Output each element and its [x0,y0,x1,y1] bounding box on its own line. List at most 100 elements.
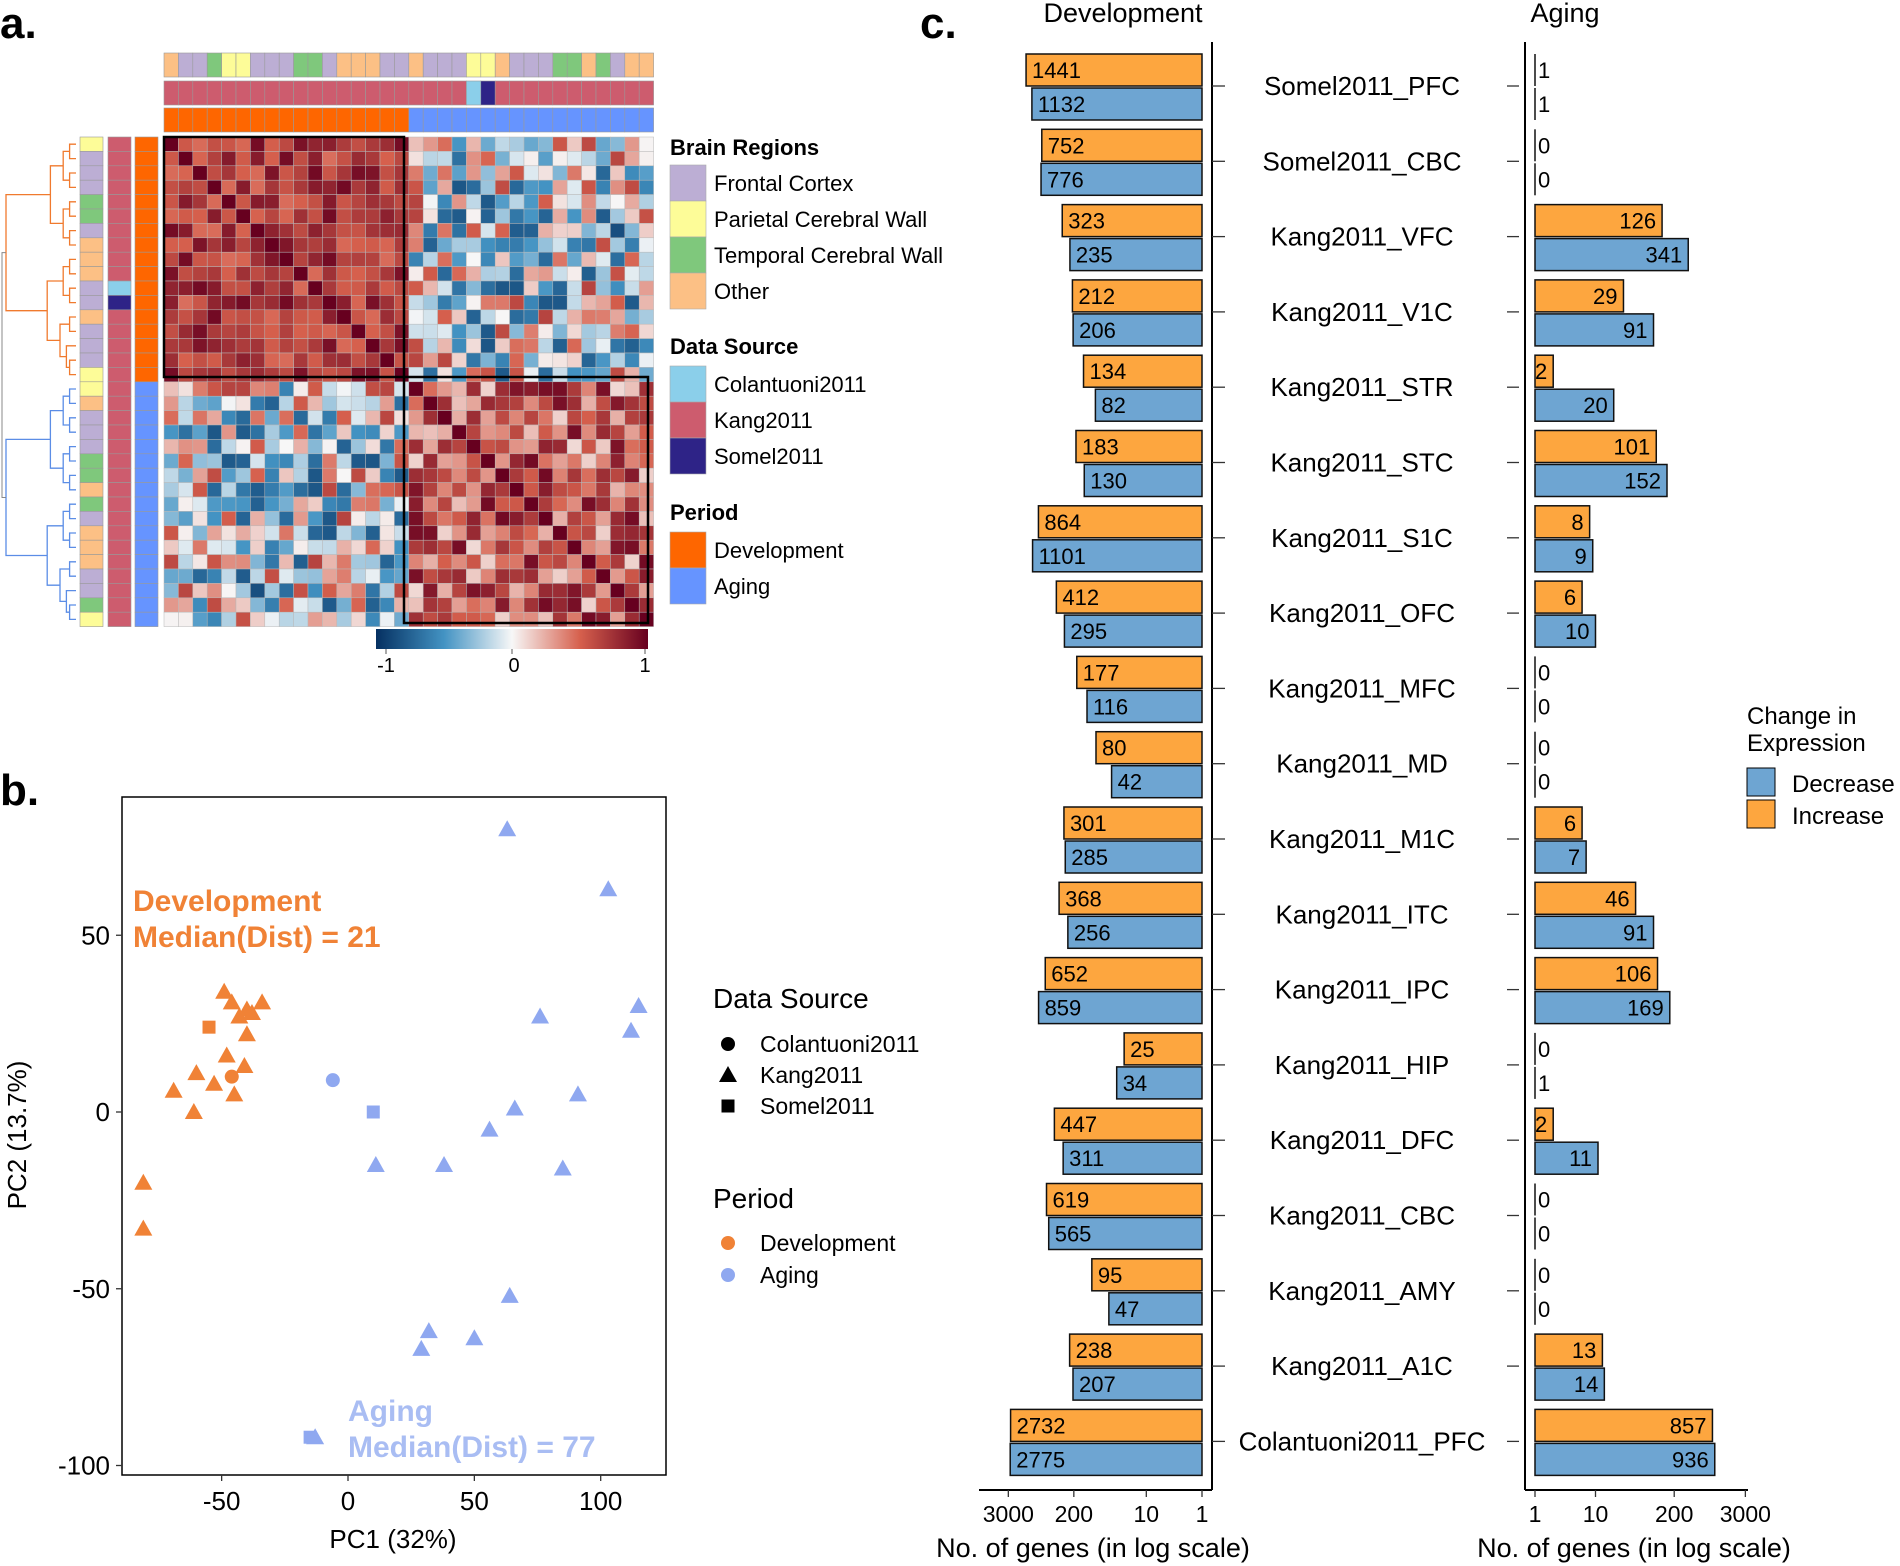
heatmap-cell [610,395,626,411]
cluster-box-aging [402,375,650,625]
heatmap-cell [350,194,366,210]
row-annotation-region [79,179,104,195]
heatmap-cell [221,424,237,440]
heatmap-cell [523,223,539,239]
bar-label-development-increase: 412 [1062,585,1099,610]
heatmap-cell [336,136,352,152]
scatter-point-triangle [568,1085,587,1102]
heatmap-cell [538,482,554,498]
heatmap-cell [192,381,208,397]
heatmap-cell [350,611,366,627]
heatmap-cell [163,194,179,210]
heatmap-cell [178,194,194,210]
heatmap-cell [350,439,366,455]
heatmap-cell [264,309,280,325]
heatmap-cell [581,136,597,152]
category-label: Somel2011_PFC [1264,71,1460,101]
bar-label-development-decrease: 235 [1076,243,1113,268]
heatmap-cell [365,251,381,267]
heatmap-cell [523,611,539,627]
heatmap-cell [307,208,323,224]
heatmap-cell [322,439,338,455]
heatmap-cell [595,309,611,325]
column-annotation-region [307,52,323,78]
row-annotation-source [107,381,132,397]
heatmap-cell [394,496,410,512]
column-annotation-source [235,80,251,106]
column-annotation-region [422,52,438,78]
x-tick-label-development: 10 [1134,1501,1160,1527]
heatmap-cell [552,482,568,498]
heatmap-cell [394,280,410,296]
legend-key-increase [1746,799,1776,829]
row-annotation-period [134,611,159,627]
heatmap-cell [638,266,654,282]
heatmap-cell [192,179,208,195]
heatmap-cell [566,323,582,339]
legend-title-period: Period [713,1183,794,1214]
bar-label-aging-decrease: 0 [1538,694,1550,719]
heatmap-cell [394,179,410,195]
row-annotation-source [107,179,132,195]
bar-aging-decrease [1534,840,1587,874]
heatmap-cell [250,381,266,397]
heatmap-cell [422,208,438,224]
heatmap-cell [235,583,251,599]
heatmap-cell [293,539,309,555]
heatmap-cell [422,338,438,354]
row-annotation-source [107,597,132,613]
heatmap-cell [379,554,395,570]
row-annotation-source [107,280,132,296]
heatmap-cell [523,597,539,613]
heatmap-cell [178,568,194,584]
heatmap-cell [494,424,510,440]
bar-label-development-increase: 652 [1051,962,1088,987]
heatmap-cell [509,381,525,397]
heatmap-cell [523,525,539,541]
heatmap-cell [610,237,626,253]
annotation-development-median: Median(Dist) = 21 [133,921,381,954]
heatmap-cell [394,338,410,354]
column-annotation-region [192,52,208,78]
title-aging: Aging [1530,0,1599,28]
bar-development-increase [1009,1408,1203,1443]
heatmap-cell [595,165,611,181]
bar-development-increase [1071,279,1203,313]
row-annotation-region [79,251,104,267]
category-label: Kang2011_ITC [1276,899,1449,929]
heatmap-cell [451,338,467,354]
row-annotation-region [79,151,104,167]
heatmap-cell [451,568,467,584]
heatmap-cell [408,295,424,311]
column-annotation-region [350,52,366,78]
column-annotation-source [552,80,568,106]
heatmap-cell [610,467,626,483]
heatmap-cell [408,165,424,181]
heatmap-cell [552,223,568,239]
heatmap-cell [408,251,424,267]
column-annotation-region [638,52,654,78]
heatmap-cell [552,151,568,167]
heatmap-cell [408,611,424,627]
category-label: Kang2011_OFC [1269,598,1455,628]
heatmap-cell [509,323,525,339]
heatmap-cell [509,251,525,267]
heatmap-cell [235,496,251,512]
heatmap-cell [350,136,366,152]
heatmap-cell [523,511,539,527]
category-label: Kang2011_V1C [1271,297,1453,327]
bar-label-aging-decrease: 0 [1538,1222,1550,1247]
bar-label-development-increase: 177 [1083,660,1120,685]
row-annotation-period [134,367,159,383]
category-label: Kang2011_MFC [1268,673,1455,703]
heatmap-cell [509,611,525,627]
row-annotation-source [107,237,132,253]
heatmap-cell [552,410,568,426]
column-annotation-region [494,52,510,78]
panel-label-b: b. [0,766,39,815]
heatmap-cell [595,482,611,498]
heatmap-cell [336,179,352,195]
column-annotation-region [595,52,611,78]
heatmap-cell [350,208,366,224]
